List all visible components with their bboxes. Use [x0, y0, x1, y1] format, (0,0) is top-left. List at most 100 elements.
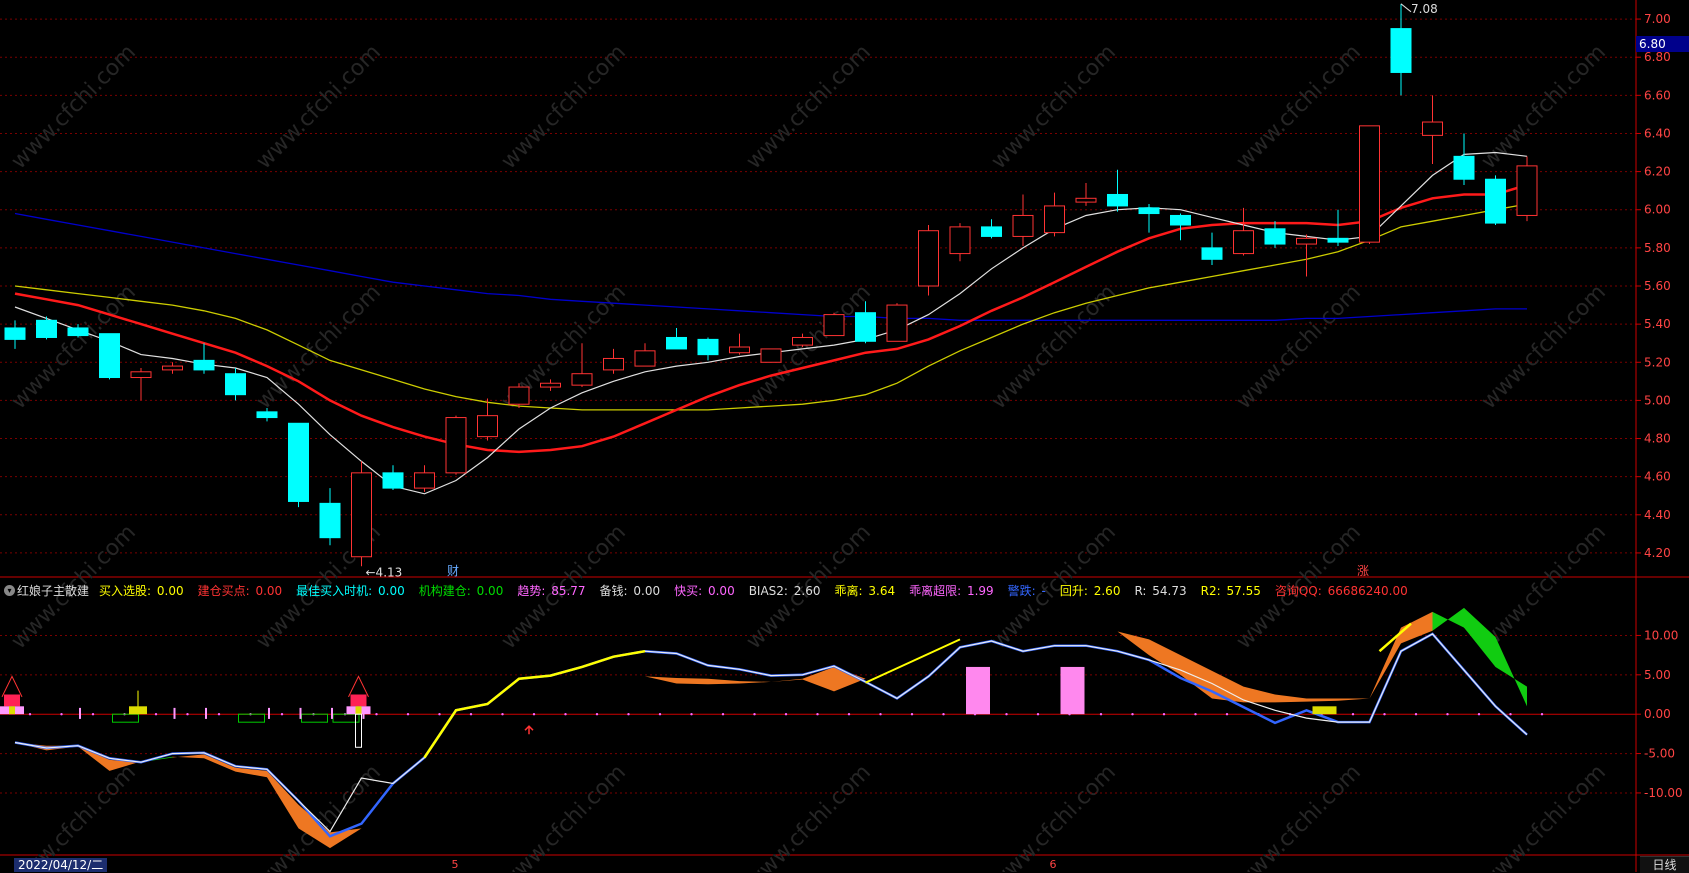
candle	[445, 417, 467, 474]
indicator-band	[1054, 625, 1086, 628]
indicator-blue-line	[14, 632, 1528, 838]
indicator-band	[204, 754, 236, 772]
price-tick-label: 6.20	[1644, 165, 1671, 179]
indicator-tick-label: 0.00	[1644, 707, 1671, 721]
candle	[288, 422, 309, 502]
indicator-band	[1432, 607, 1464, 631]
zero-dot	[1383, 712, 1386, 716]
ma-yellow-line	[14, 203, 1528, 411]
zero-dot	[406, 712, 410, 716]
candle	[792, 336, 813, 346]
zero-dot	[564, 712, 567, 716]
watermark: www.cfchi.com	[742, 40, 876, 174]
price-tick-label: 4.20	[1644, 546, 1671, 560]
indicator-band	[550, 690, 582, 699]
indicator-value: 趋势: 85.77	[517, 584, 587, 598]
price-tick-label: 4.60	[1644, 470, 1671, 484]
indicator-name[interactable]: 红娘子主散建	[17, 583, 90, 598]
price-tick-label: 4.40	[1644, 508, 1671, 522]
cursor-date-label: 2022/04/12/二	[14, 858, 108, 872]
indicator-val: 2.60	[1093, 583, 1121, 598]
candle	[1201, 247, 1223, 260]
candle	[414, 472, 435, 489]
price-tick-label: 5.00	[1644, 393, 1671, 407]
candle	[949, 226, 971, 255]
indicator-band	[393, 769, 425, 801]
candle	[1296, 237, 1317, 245]
zero-dot	[1446, 712, 1449, 716]
x-axis-label: 6	[1050, 858, 1057, 871]
zero-dot	[627, 712, 630, 716]
pink-bar	[1060, 666, 1085, 715]
indicator-tick-label: -10.00	[1644, 786, 1683, 800]
candle	[634, 350, 656, 367]
watermark: www.cfchi.com	[1232, 280, 1366, 414]
indicator-white-line	[14, 633, 1528, 833]
indicator-key: BIAS2:	[748, 583, 792, 598]
zero-dot	[1099, 712, 1103, 716]
candle	[130, 371, 152, 379]
indicator-band	[645, 676, 677, 684]
green-box	[301, 713, 328, 723]
watermark: www.cfchi.com	[1477, 40, 1611, 174]
price-tick-label: 7.00	[1644, 12, 1671, 26]
candle	[1516, 165, 1538, 216]
indicator-value: 机构建仓: 0.00	[419, 584, 506, 598]
indicator-val: 0.00	[707, 583, 735, 598]
watermark: www.cfchi.com	[7, 40, 141, 174]
indicator-value: R2: 57.55	[1201, 584, 1263, 598]
indicator-value: 乖离: 3.64	[835, 584, 898, 598]
indicator-val: 0.00	[156, 583, 184, 598]
indicator-band	[235, 767, 267, 778]
indicator-tick-label: -5.00	[1644, 747, 1675, 761]
chevron-down-icon[interactable]: ▾	[4, 584, 15, 596]
candle	[666, 336, 687, 350]
period-tab[interactable]: 日线	[1640, 856, 1689, 873]
zero-dot	[879, 712, 882, 716]
indicator-val: 57.55	[1226, 583, 1261, 598]
price-tick-label: 5.40	[1644, 317, 1671, 331]
high-pointer	[1400, 3, 1412, 13]
candle	[760, 348, 782, 363]
indicator-value: 乖离超限: 1.99	[909, 584, 996, 598]
zero-dot	[1509, 712, 1512, 716]
zero-dot	[1005, 712, 1008, 716]
watermark: www.cfchi.com	[1232, 40, 1366, 174]
indicator-yellow-line	[1378, 622, 1412, 653]
zero-dot	[753, 712, 756, 716]
indicator-band	[802, 666, 834, 692]
watermark: www.cfchi.com	[497, 40, 631, 174]
indicator-yellow-line	[865, 638, 961, 684]
indicator-val: 2.60	[793, 583, 821, 598]
indicator-value: 买入选股: 0.00	[99, 584, 186, 598]
indicator-value: 咨询QQ: 66686240.00	[1275, 584, 1410, 598]
indicator-value: BIAS2: 2.60	[749, 584, 823, 598]
indicator-band	[330, 828, 362, 849]
zero-dot	[438, 712, 441, 716]
indicator-val: 54.73	[1152, 583, 1187, 598]
indicator-key: 警跌:	[1007, 583, 1040, 598]
zero-dot	[1194, 712, 1197, 716]
candle	[256, 411, 278, 419]
indicator-band	[267, 770, 299, 829]
zero-dot	[186, 712, 189, 716]
zero-dot	[1162, 712, 1166, 716]
indicator-band	[1243, 686, 1275, 703]
indicator-band	[298, 804, 330, 849]
indicator-value: 最佳买入时机: 0.00	[296, 584, 407, 598]
candle	[351, 472, 372, 558]
candle	[477, 415, 498, 438]
candle	[603, 357, 624, 371]
indicator-value: 建仓买点: 0.00	[198, 584, 285, 598]
zero-dot	[280, 712, 284, 716]
candle	[99, 333, 120, 379]
green-box	[112, 713, 139, 723]
indicator-key: 买入选股:	[99, 583, 155, 598]
zero-dot	[91, 712, 95, 716]
indicator-val: 0.00	[255, 583, 283, 598]
zero-dot	[375, 712, 378, 716]
candle	[1327, 237, 1349, 243]
yellow-block	[1312, 706, 1337, 715]
indicator-key: 快买:	[674, 583, 706, 598]
